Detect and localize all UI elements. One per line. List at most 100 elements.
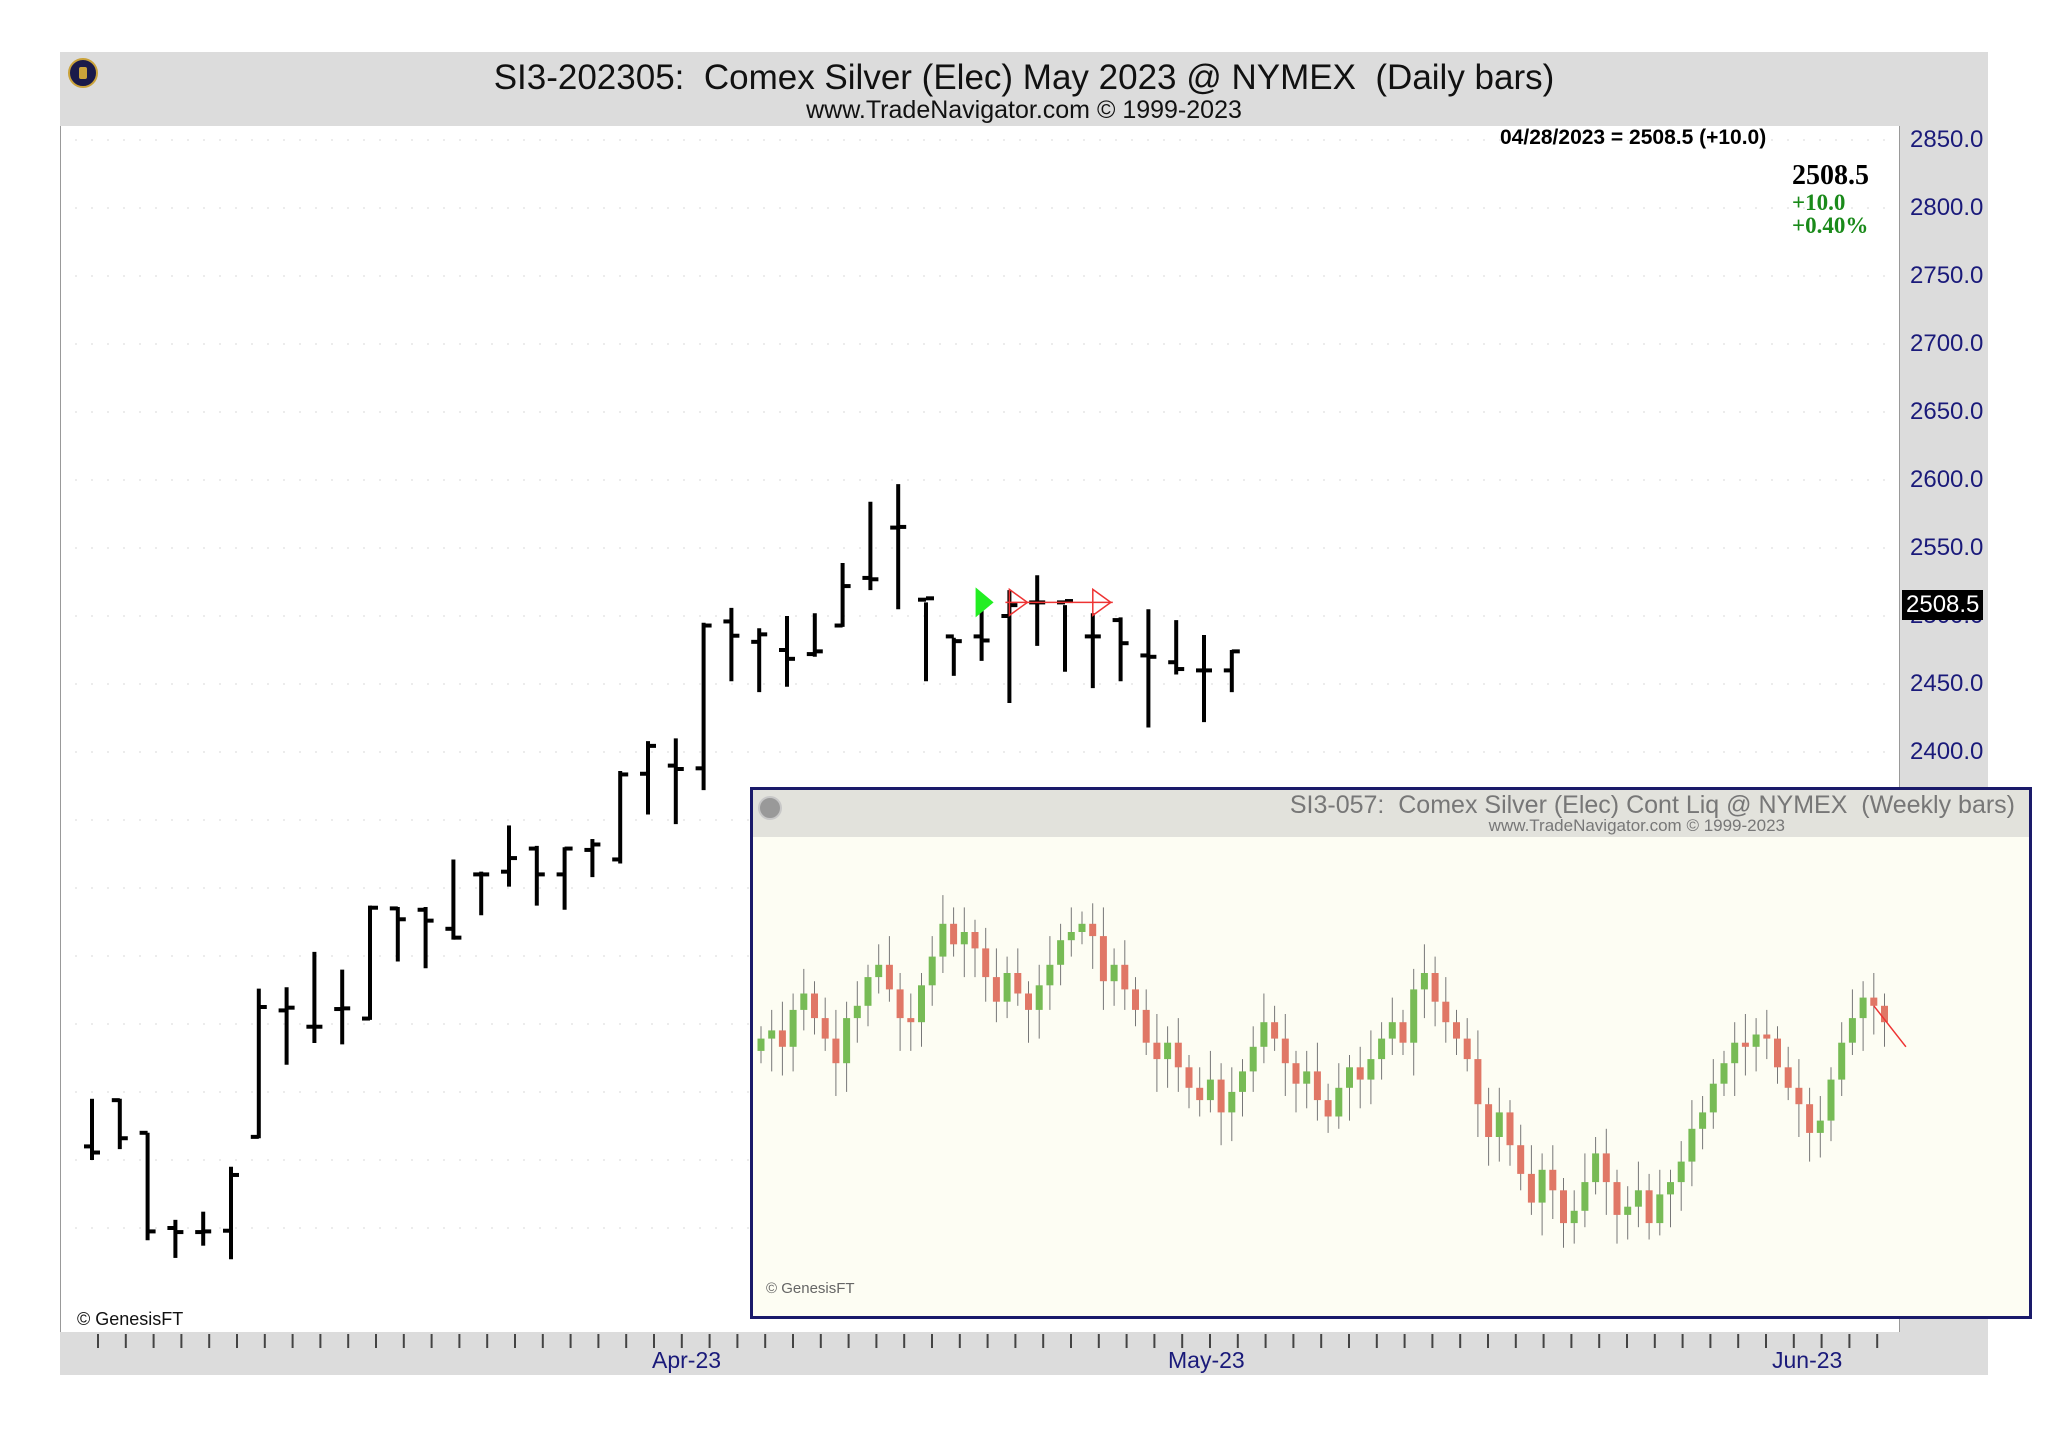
weekly-candle	[1816, 1096, 1824, 1158]
weekly-candle	[821, 997, 829, 1051]
last-bar-readout: 04/28/2023 = 2508.5 (+10.0)	[1500, 126, 1767, 149]
candle-body	[1346, 1067, 1353, 1088]
weekly-candle	[1774, 1026, 1781, 1084]
weekly-candle	[928, 936, 936, 1006]
ohlc-bar	[1112, 617, 1129, 682]
weekly-candle	[811, 981, 818, 1035]
candle-body	[1206, 1079, 1214, 1101]
weekly-candle	[1303, 1050, 1311, 1109]
candle-body	[1827, 1079, 1835, 1121]
ohlc-bar	[723, 607, 740, 682]
ohlc-bar	[890, 484, 907, 610]
weekly-candle	[1239, 1059, 1246, 1117]
ohlc-bar	[751, 628, 768, 693]
candle-body	[1677, 1161, 1685, 1183]
weekly-candle	[1848, 989, 1856, 1055]
weekly-inset-chart[interactable]: SI3-057: Comex Silver (Elec) Cont Liq @ …	[750, 787, 2032, 1319]
weekly-candle	[875, 944, 883, 994]
weekly-candle	[1613, 1169, 1621, 1244]
weekly-candle	[1196, 1067, 1204, 1117]
candle-body	[1709, 1083, 1717, 1113]
weekly-candle	[1667, 1169, 1674, 1228]
weekly-candle	[1517, 1124, 1525, 1191]
candle-body	[1281, 1038, 1289, 1064]
candle-body	[1688, 1128, 1696, 1162]
candle-body	[1099, 936, 1107, 982]
weekly-candle	[1656, 1169, 1664, 1236]
candle-body	[1239, 1071, 1246, 1092]
weekly-candle	[1602, 1128, 1610, 1215]
weekly-candle	[1153, 1014, 1161, 1092]
ohlc-bar	[1029, 575, 1046, 646]
weekly-candle	[1249, 1026, 1257, 1092]
ohlc-bar	[473, 871, 490, 916]
candle-body	[950, 923, 958, 945]
candle-body	[789, 1009, 797, 1047]
time-axis[interactable]	[60, 1332, 1988, 1375]
weekly-candle	[1677, 1141, 1685, 1211]
candle-body	[1057, 940, 1065, 965]
candle-body	[1142, 1009, 1150, 1043]
weekly-candle	[1099, 907, 1107, 1010]
weekly-candle	[1410, 968, 1418, 1076]
candle-body	[778, 1030, 786, 1047]
candle-body	[1410, 989, 1418, 1043]
candle-body	[1271, 1022, 1279, 1039]
candle-body	[1110, 964, 1118, 982]
weekly-candles	[757, 895, 1907, 1248]
candle-body	[1324, 1100, 1332, 1117]
candle-body	[1816, 1120, 1824, 1133]
ohlc-bar	[417, 907, 434, 969]
signal-marker-arrow	[1092, 587, 1113, 617]
weekly-candle	[1121, 940, 1129, 1010]
weekly-candle	[1645, 1173, 1653, 1240]
candle-body	[853, 1005, 861, 1019]
weekly-candle	[1292, 1050, 1300, 1113]
candle-body	[1442, 1001, 1450, 1023]
weekly-candle	[1763, 1009, 1771, 1060]
chart-title: SI3-202305: Comex Silver (Elec) May 2023…	[493, 58, 1555, 97]
weekly-candle	[1431, 956, 1439, 1027]
ohlc-bar	[640, 741, 656, 815]
weekly-candle	[1067, 907, 1075, 957]
chart-header: SI3-202305: Comex Silver (Elec) May 2023…	[60, 52, 1988, 126]
weekly-candle	[1806, 1087, 1814, 1162]
weekly-candle	[992, 948, 1000, 1023]
weekly-candle	[1378, 1022, 1386, 1080]
weekly-candle	[1453, 1009, 1460, 1055]
ohlc-bar	[84, 1098, 100, 1160]
weekly-candle	[1228, 1067, 1236, 1142]
candle-body	[1217, 1079, 1225, 1113]
ohlc-bar	[1140, 609, 1157, 728]
candle-body	[960, 932, 968, 945]
weekly-candle	[1795, 1059, 1803, 1137]
ohlc-bar	[1223, 649, 1240, 693]
weekly-candle	[971, 919, 979, 978]
weekly-candle	[1731, 1022, 1739, 1096]
weekly-candle	[1335, 1063, 1343, 1129]
trade-navigator-logo	[68, 58, 98, 88]
weekly-candle	[1495, 1087, 1503, 1162]
weekly-candle	[885, 936, 893, 1002]
weekly-candle	[832, 1009, 840, 1096]
candle-body	[939, 923, 947, 957]
weekly-candle	[960, 907, 968, 978]
weekly-candle	[1709, 1059, 1717, 1129]
candle-body	[1164, 1042, 1172, 1060]
last-price-tag: 2508.5	[1902, 590, 1984, 620]
weekly-candle	[1025, 981, 1032, 1043]
candle-body	[1538, 1169, 1546, 1203]
ohlc-bars	[84, 484, 1240, 1260]
candle-body	[1388, 1022, 1396, 1039]
weekly-candle	[1313, 1042, 1321, 1121]
candle-body	[1249, 1046, 1257, 1072]
candle-body	[1560, 1190, 1567, 1224]
weekly-candle	[1827, 1067, 1835, 1142]
candle-body	[1046, 964, 1054, 986]
ohlc-bar	[1196, 635, 1212, 723]
weekly-candle	[1752, 1018, 1760, 1072]
inset-trail-line	[1873, 1005, 1907, 1048]
ohlc-bar	[584, 839, 601, 878]
candle-body	[811, 993, 818, 1019]
candle-body	[1378, 1038, 1386, 1060]
